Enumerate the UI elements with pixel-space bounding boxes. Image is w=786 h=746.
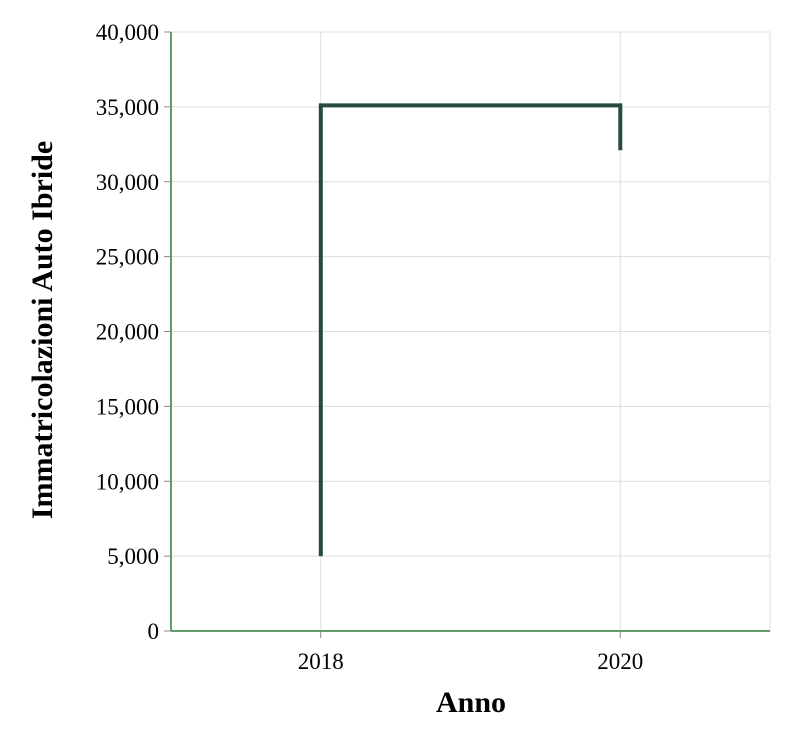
y-tick-label: 30,000 <box>96 170 159 195</box>
plot-area: 0 5,000 10,000 15,000 20,000 25,000 30,000 35,0… <box>96 20 771 674</box>
series-layer <box>318 103 623 557</box>
y-tick-label: 10,000 <box>96 469 159 494</box>
x-tick-label: 2020 <box>597 649 643 674</box>
x-ticks: 2018 2020 <box>298 631 643 674</box>
y-tick-label: 25,000 <box>96 245 159 270</box>
grid-layer <box>171 31 770 632</box>
y-ticks: 0 5,000 10,000 15,000 20,000 25,000 30,000 35,0… <box>96 20 171 644</box>
y-tick-label: 35,000 <box>96 95 159 120</box>
x-axis-title: Anno <box>436 686 506 719</box>
y-axis-title: Immatricolazioni Auto Ibride <box>26 141 59 519</box>
y-tick-label: 5,000 <box>107 544 159 569</box>
y-tick-label: 0 <box>148 619 160 644</box>
series-line <box>318 103 623 557</box>
y-tick-label: 40,000 <box>96 20 159 45</box>
y-tick-label: 20,000 <box>96 320 159 345</box>
y-tick-label: 15,000 <box>96 394 159 419</box>
x-tick-label: 2018 <box>298 649 344 674</box>
